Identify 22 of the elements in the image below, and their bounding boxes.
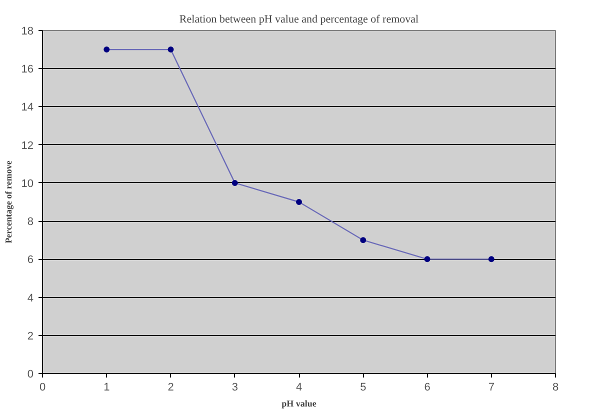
y-tick-label: 8 — [27, 216, 34, 228]
y-tick-label: 16 — [21, 64, 34, 76]
y-tick-label: 6 — [27, 254, 34, 266]
x-tick-label: 6 — [424, 382, 430, 394]
x-tick-label: 2 — [168, 382, 174, 394]
x-tick-label: 3 — [232, 382, 238, 394]
y-tick-label: 4 — [27, 292, 34, 304]
y-tick-label: 0 — [27, 368, 34, 380]
y-tick-label: 2 — [27, 330, 34, 342]
x-tick-label: 4 — [296, 382, 302, 394]
y-axis-title: Percentage of remove — [3, 160, 14, 244]
y-tick-label: 14 — [21, 102, 34, 114]
x-tick-label: 1 — [104, 382, 110, 394]
x-axis-title: pH value — [282, 398, 316, 408]
x-tick-label: 5 — [360, 382, 366, 394]
x-tick-label: 7 — [488, 382, 494, 394]
y-tick-label: 12 — [21, 140, 34, 152]
y-tick-label: 10 — [21, 178, 34, 190]
x-tick-label: 0 — [39, 382, 46, 394]
x-tick-label: 8 — [552, 382, 559, 394]
chart-title: Relation between pH value and percentage of removal — [179, 14, 419, 26]
y-tick-label: 18 — [21, 26, 34, 38]
